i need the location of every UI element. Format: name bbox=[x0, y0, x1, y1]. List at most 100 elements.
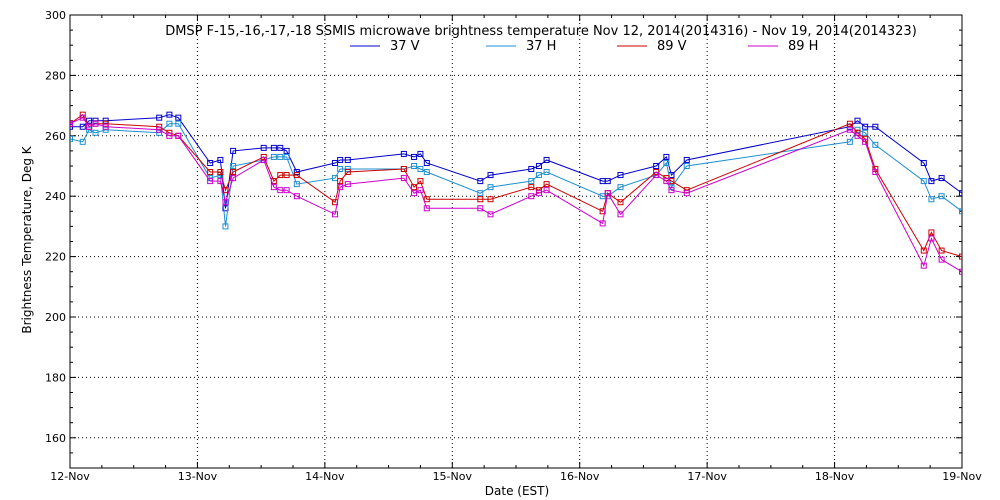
data-point bbox=[230, 169, 237, 176]
data-point bbox=[663, 153, 670, 160]
data-point bbox=[862, 123, 869, 130]
y-axis-label: Brightness Temperature, Deg K bbox=[20, 145, 34, 333]
data-point bbox=[528, 178, 535, 185]
series-line-37-v bbox=[70, 114, 962, 209]
data-point bbox=[862, 129, 869, 136]
data-point bbox=[617, 172, 624, 179]
legend-label: 89 V bbox=[657, 39, 687, 54]
data-point bbox=[528, 184, 535, 191]
legend-label: 89 H bbox=[788, 39, 818, 54]
data-point bbox=[166, 132, 173, 139]
y-tick-label: 160 bbox=[45, 432, 66, 445]
data-point bbox=[854, 132, 861, 139]
data-point bbox=[653, 163, 660, 169]
data-point bbox=[872, 141, 879, 148]
data-point bbox=[156, 114, 163, 121]
data-point bbox=[604, 178, 611, 185]
x-tick-label: 18-Nov bbox=[815, 470, 855, 483]
data-point bbox=[417, 150, 424, 157]
data-point bbox=[938, 247, 945, 254]
data-point bbox=[528, 166, 535, 173]
series-line-37-h bbox=[70, 123, 962, 227]
data-point bbox=[102, 123, 109, 130]
data-point bbox=[617, 211, 624, 218]
data-point bbox=[156, 123, 163, 130]
data-point bbox=[207, 178, 214, 185]
data-point bbox=[938, 193, 945, 200]
data-point bbox=[270, 144, 277, 151]
data-point bbox=[872, 169, 879, 176]
data-point bbox=[928, 196, 935, 203]
data-point bbox=[683, 187, 690, 194]
data-point bbox=[293, 193, 300, 200]
legend-item-89-v: 89 V bbox=[617, 39, 687, 54]
data-point bbox=[175, 120, 182, 127]
data-point bbox=[222, 199, 229, 206]
x-tick-label: 12-Nov bbox=[50, 470, 90, 483]
legend-item-37-v: 37 V bbox=[350, 39, 420, 54]
data-point bbox=[277, 153, 284, 160]
data-point bbox=[283, 187, 290, 194]
y-tick-label: 240 bbox=[45, 190, 66, 203]
data-point bbox=[270, 184, 277, 191]
x-tick-label: 16-Nov bbox=[560, 470, 600, 483]
data-point bbox=[332, 175, 339, 182]
data-point bbox=[854, 117, 861, 124]
data-point bbox=[400, 175, 407, 182]
data-point bbox=[599, 220, 606, 227]
data-point bbox=[217, 156, 224, 163]
data-point bbox=[920, 262, 927, 269]
data-point bbox=[217, 178, 224, 185]
y-tick-label: 180 bbox=[45, 371, 66, 384]
data-point bbox=[79, 123, 86, 130]
legend-label: 37 H bbox=[526, 39, 556, 54]
data-point bbox=[400, 150, 407, 157]
data-point bbox=[222, 223, 229, 230]
data-point bbox=[277, 187, 284, 194]
data-point bbox=[277, 144, 284, 151]
data-point bbox=[423, 159, 430, 166]
data-point bbox=[528, 193, 535, 200]
data-point bbox=[846, 138, 853, 145]
data-point bbox=[959, 253, 962, 260]
data-point bbox=[344, 181, 351, 188]
data-point bbox=[487, 211, 494, 218]
data-point bbox=[86, 123, 93, 130]
data-point bbox=[938, 256, 945, 263]
data-point bbox=[166, 111, 173, 118]
data-point bbox=[928, 229, 935, 236]
data-point bbox=[423, 205, 430, 212]
data-point bbox=[683, 163, 690, 169]
data-point bbox=[959, 268, 962, 275]
x-tick-label: 17-Nov bbox=[687, 470, 727, 483]
data-point bbox=[175, 114, 182, 121]
data-point bbox=[344, 156, 351, 163]
data-point bbox=[668, 187, 675, 194]
data-point bbox=[337, 178, 344, 185]
data-point bbox=[344, 169, 351, 176]
data-point bbox=[400, 166, 407, 173]
data-point bbox=[337, 184, 344, 191]
data-point bbox=[959, 190, 962, 197]
data-point bbox=[543, 169, 550, 176]
data-point bbox=[938, 175, 945, 182]
data-point bbox=[604, 190, 611, 197]
data-point bbox=[862, 138, 869, 145]
data-point bbox=[260, 144, 267, 151]
data-point bbox=[337, 166, 344, 173]
data-point bbox=[293, 172, 300, 179]
y-tick-label: 220 bbox=[45, 251, 66, 264]
data-point bbox=[79, 138, 86, 145]
data-point bbox=[487, 196, 494, 203]
data-point bbox=[283, 153, 290, 160]
data-point bbox=[411, 153, 418, 160]
data-point bbox=[337, 156, 344, 163]
data-point bbox=[920, 247, 927, 254]
data-point bbox=[156, 126, 163, 133]
data-point bbox=[543, 156, 550, 163]
data-point bbox=[928, 178, 935, 185]
data-point bbox=[543, 181, 550, 188]
data-point bbox=[411, 163, 418, 169]
data-point bbox=[86, 117, 93, 124]
